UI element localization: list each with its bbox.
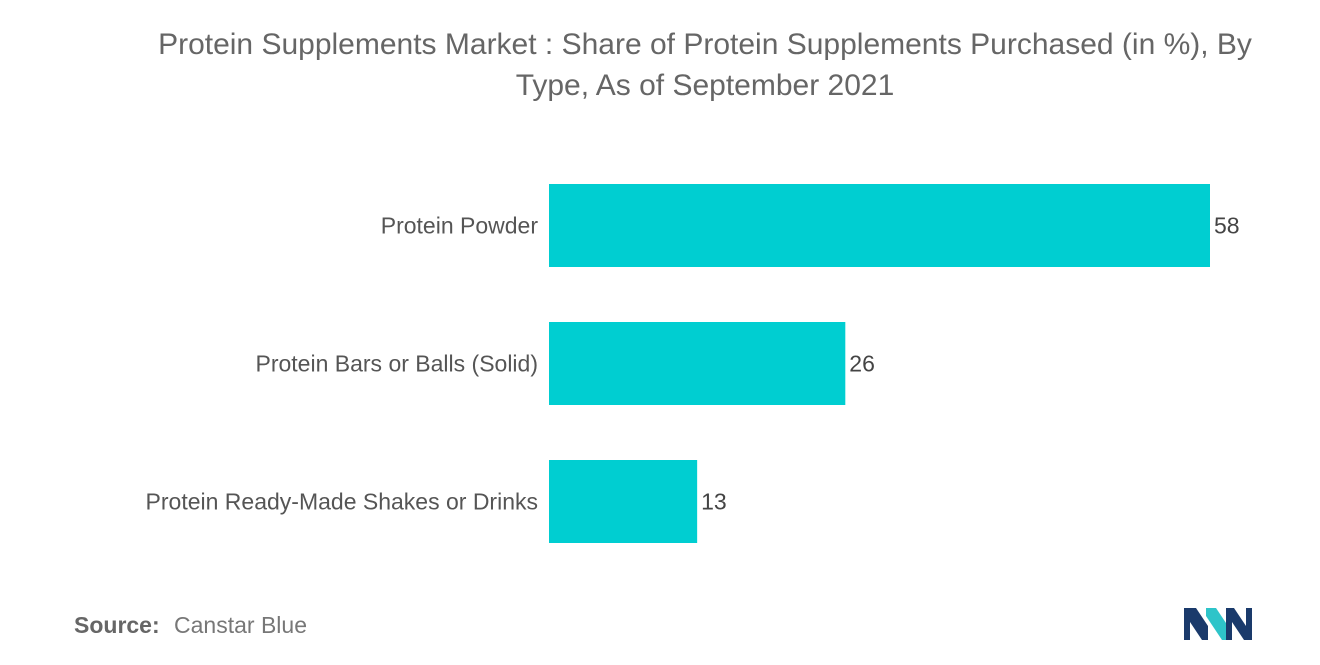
chart-title-line-2: Type, As of September 2021 (515, 69, 895, 102)
bar-chart: Protein Powder 58 Protein Bars or Balls (S… (146, 184, 1240, 543)
source-label: Source: (74, 612, 160, 638)
chart-title: Protein Supplements Market : Share of Pr… (90, 24, 1320, 106)
bar (549, 460, 698, 543)
category-label: Protein Ready-Made Shakes or Drinks (146, 489, 538, 515)
category-label: Protein Powder (381, 213, 539, 239)
data-label: 58 (1214, 213, 1240, 239)
data-label: 26 (849, 351, 875, 377)
category-label: Protein Bars or Balls (Solid) (256, 351, 539, 377)
chart-title-line-1: Protein Supplements Market : Share of Pr… (158, 28, 1252, 61)
brand-logo-icon (1184, 608, 1252, 640)
bar (549, 322, 846, 405)
source-note: Source: Canstar Blue (74, 612, 307, 639)
data-label: 13 (701, 489, 727, 515)
source-value: Canstar Blue (174, 612, 307, 638)
bar (549, 184, 1210, 267)
